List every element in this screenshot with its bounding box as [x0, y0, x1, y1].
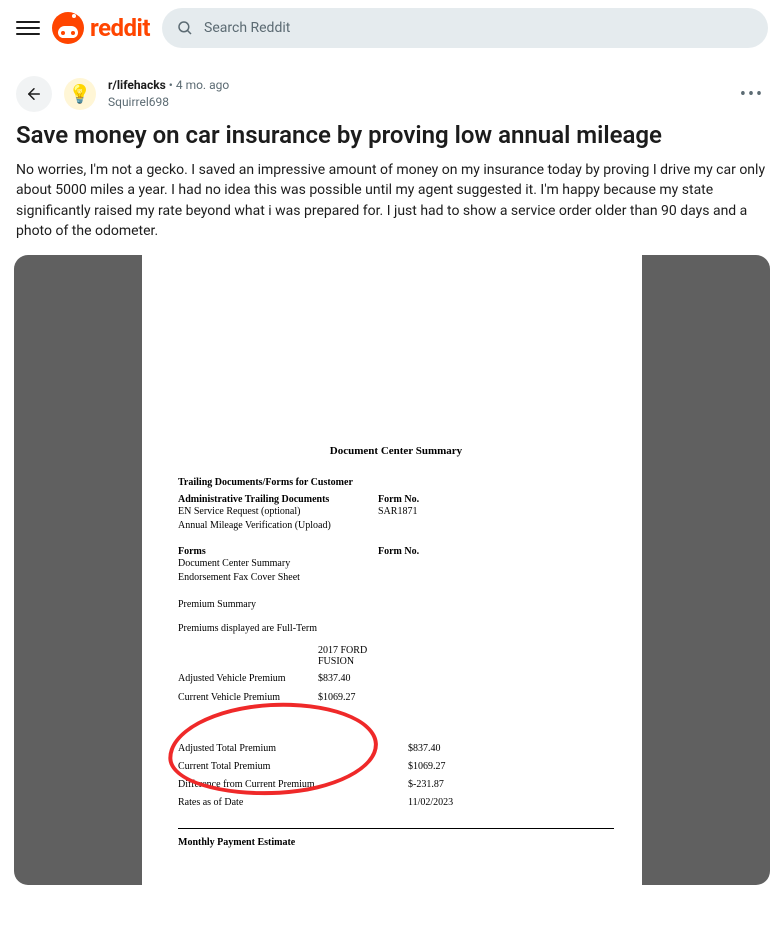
doc-diff-label: Difference from Current Premium: [178, 779, 408, 790]
doc-cur-vehicle-value: $1069.27: [318, 692, 356, 703]
ellipsis-icon: •••: [740, 84, 764, 105]
doc-adj-vehicle-label: Adjusted Vehicle Premium: [178, 673, 318, 684]
back-button[interactable]: [16, 76, 52, 112]
doc-adj-total-label: Adjusted Total Premium: [178, 743, 408, 754]
meta-separator: •: [169, 78, 173, 92]
doc-rates-value: 11/02/2023: [408, 797, 453, 808]
post-image[interactable]: Document Center Summary Trailing Documen…: [14, 255, 770, 885]
doc-vehicle-table: 2017 FORD FUSION Adjusted Vehicle Premiu…: [178, 645, 614, 703]
post-body: No worries, I'm not a gecko. I saved an …: [0, 160, 784, 255]
doc-forms-line: Endorsement Fax Cover Sheet: [178, 571, 378, 585]
doc-totals: Adjusted Total Premium $837.40 Current T…: [178, 743, 614, 808]
doc-monthly-heading: Monthly Payment Estimate: [178, 837, 614, 848]
doc-vehicle-name2: FUSION: [318, 656, 614, 667]
more-options-button[interactable]: •••: [736, 78, 768, 110]
doc-adj-vehicle-value: $837.40: [318, 673, 351, 684]
post-title: Save money on car insurance by proving l…: [0, 120, 784, 160]
doc-trailing-heading: Trailing Documents/Forms for Customer: [178, 477, 614, 488]
subreddit-link[interactable]: r/lifehacks: [108, 78, 166, 92]
search-icon: [176, 19, 194, 37]
doc-formno-label2: Form No.: [378, 546, 614, 557]
doc-formno-label: Form No.: [378, 494, 614, 505]
doc-premiums-displayed: Premiums displayed are Full-Term: [178, 622, 614, 636]
subreddit-avatar[interactable]: 💡: [64, 78, 96, 110]
doc-adj-total-value: $837.40: [408, 743, 441, 754]
search-input[interactable]: Search Reddit: [162, 8, 768, 48]
doc-admin-line: EN Service Request (optional): [178, 505, 378, 519]
top-header: reddit Search Reddit: [0, 0, 784, 56]
doc-forms-line: Document Center Summary: [178, 557, 378, 571]
post-meta: r/lifehacks • 4 mo. ago Squirrel698: [108, 77, 724, 111]
reddit-logo[interactable]: reddit: [52, 12, 150, 44]
doc-divider: [178, 828, 614, 829]
doc-formno-value: SAR1871: [378, 505, 614, 519]
reddit-snoo-icon: [52, 12, 84, 44]
post-age: 4 mo. ago: [176, 78, 229, 92]
doc-vehicle-name1: 2017 FORD: [318, 645, 614, 656]
post-author[interactable]: Squirrel698: [108, 94, 724, 111]
doc-diff-value: $-231.87: [408, 779, 444, 790]
doc-forms-heading: Forms: [178, 546, 378, 557]
doc-cur-total-value: $1069.27: [408, 761, 446, 772]
hamburger-menu-icon[interactable]: [16, 16, 40, 40]
doc-center-title: Document Center Summary: [178, 445, 614, 457]
arrow-left-icon: [25, 85, 43, 103]
post-header-row: 💡 r/lifehacks • 4 mo. ago Squirrel698 ••…: [0, 56, 784, 120]
doc-admin-line: Annual Mileage Verification (Upload): [178, 519, 378, 533]
doc-cur-total-label: Current Total Premium: [178, 761, 408, 772]
doc-admin-heading: Administrative Trailing Documents: [178, 494, 378, 505]
doc-premium-summary: Premium Summary: [178, 598, 614, 612]
doc-rates-label: Rates as of Date: [178, 797, 408, 808]
document-page: Document Center Summary Trailing Documen…: [142, 255, 642, 885]
search-placeholder: Search Reddit: [204, 20, 290, 36]
reddit-wordmark: reddit: [90, 14, 150, 42]
doc-cur-vehicle-label: Current Vehicle Premium: [178, 692, 318, 703]
